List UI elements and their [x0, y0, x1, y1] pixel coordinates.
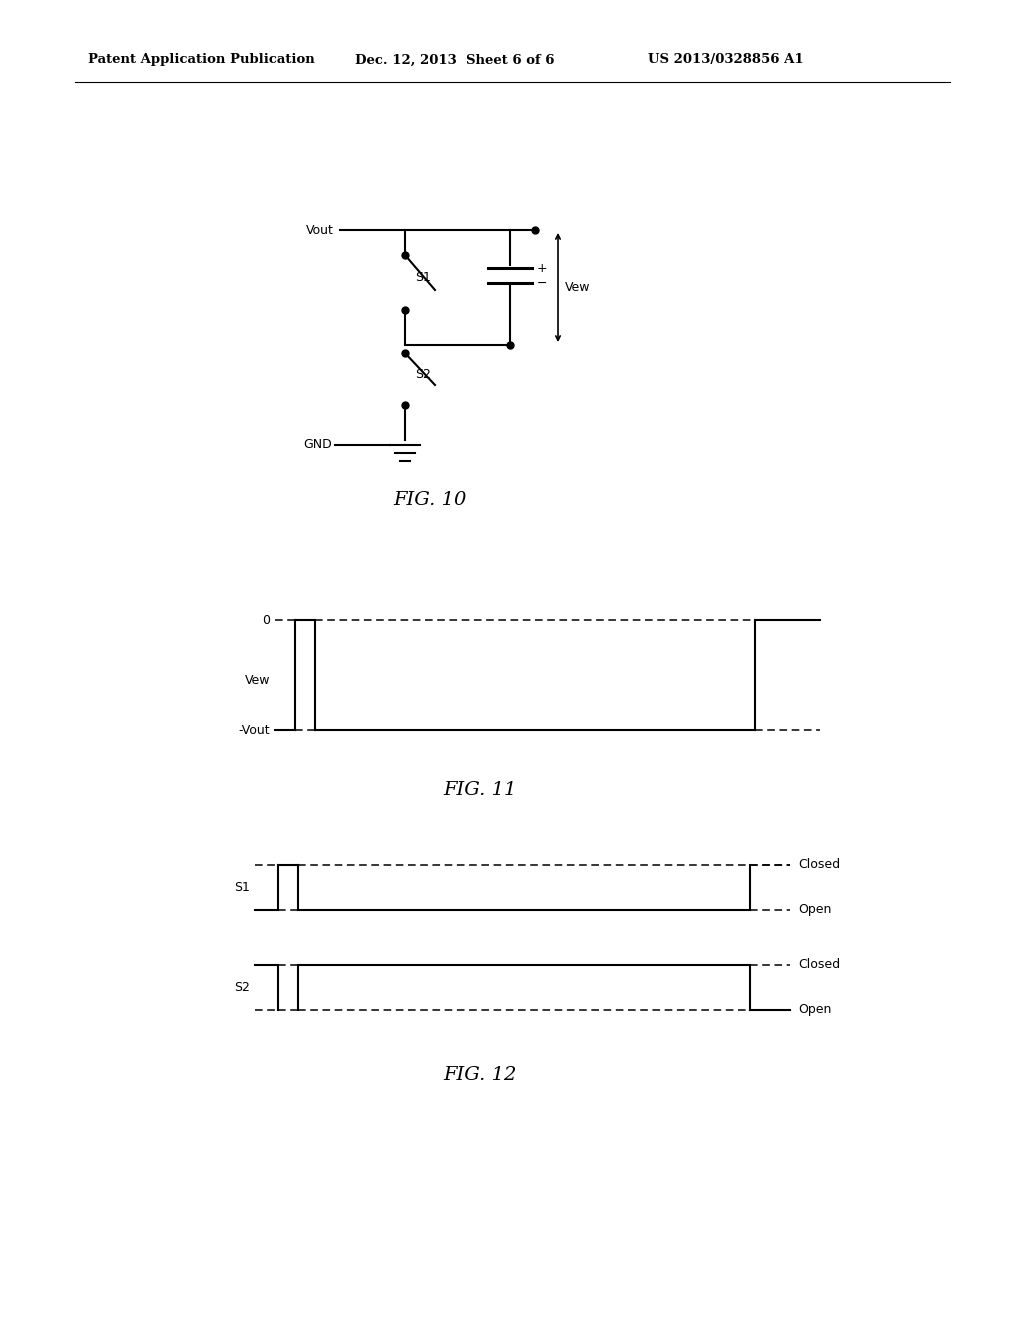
Text: Open: Open	[798, 903, 831, 916]
Text: Vew: Vew	[565, 281, 591, 294]
Text: Dec. 12, 2013  Sheet 6 of 6: Dec. 12, 2013 Sheet 6 of 6	[355, 54, 555, 66]
Text: FIG. 10: FIG. 10	[393, 491, 467, 510]
Text: S1: S1	[415, 271, 431, 284]
Text: GND: GND	[303, 438, 332, 451]
Text: +: +	[537, 261, 548, 275]
Text: FIG. 12: FIG. 12	[443, 1067, 517, 1084]
Text: S2: S2	[415, 367, 431, 380]
Text: Vew: Vew	[245, 673, 270, 686]
Text: S2: S2	[234, 981, 250, 994]
Text: Vout: Vout	[306, 223, 334, 236]
Text: FIG. 11: FIG. 11	[443, 781, 517, 799]
Text: Open: Open	[798, 1003, 831, 1016]
Text: US 2013/0328856 A1: US 2013/0328856 A1	[648, 54, 804, 66]
Text: 0: 0	[262, 614, 270, 627]
Text: -Vout: -Vout	[239, 723, 270, 737]
Text: S1: S1	[234, 880, 250, 894]
Text: Patent Application Publication: Patent Application Publication	[88, 54, 314, 66]
Text: −: −	[537, 276, 548, 289]
Text: Closed: Closed	[798, 958, 840, 972]
Text: Closed: Closed	[798, 858, 840, 871]
